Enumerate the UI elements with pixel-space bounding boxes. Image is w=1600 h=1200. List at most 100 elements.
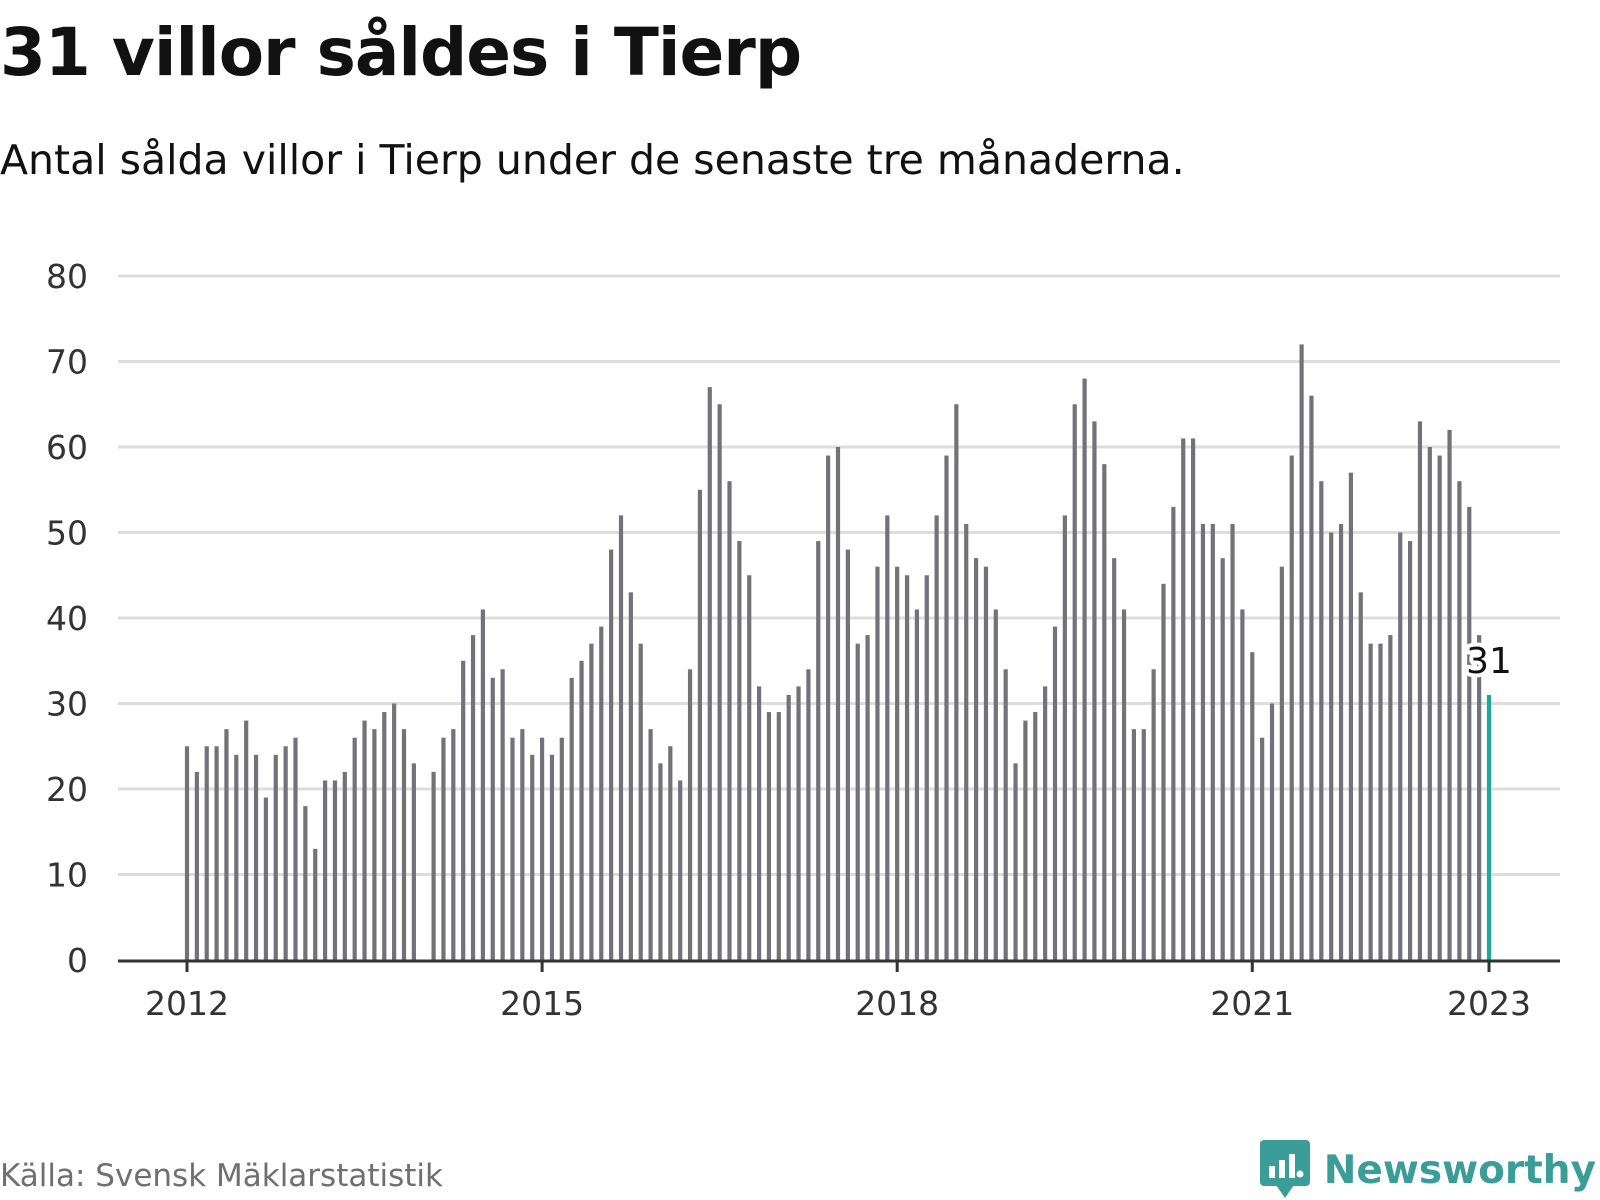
bar [954,404,959,960]
bar [983,566,989,960]
bar [904,575,910,960]
bar [1043,686,1048,960]
bar [1003,669,1008,960]
bar [678,780,683,960]
bar [1329,532,1334,960]
bar [875,566,880,960]
bar [362,720,367,960]
bar [806,669,811,960]
y-tick-label: 70 [46,343,88,382]
bar [194,771,199,960]
bar [401,729,407,960]
bar [500,669,505,960]
bar [1358,592,1363,960]
bar [332,780,338,960]
bar [944,455,949,960]
bar [1220,558,1225,960]
bar [1200,523,1206,960]
bar [609,549,614,960]
bar [451,729,456,960]
bar [224,729,229,960]
bar [352,737,357,960]
bar [1151,669,1156,960]
y-tick-label: 40 [46,599,88,638]
bar [1378,643,1383,960]
bar [470,635,476,960]
x-tick-label: 2018 [855,984,939,1023]
bar [1338,523,1344,960]
bar [628,592,633,960]
bar [1289,455,1294,960]
bar [559,737,564,960]
bar [1062,515,1067,960]
bar [1437,455,1442,960]
bar [530,754,535,960]
bar [263,797,269,960]
bar [234,754,239,960]
bar [993,609,998,960]
bar [1181,438,1186,960]
bar [1309,395,1314,960]
bar [539,737,545,960]
bar [589,643,594,960]
x-tick-label: 2015 [500,984,584,1023]
bar [924,575,929,960]
x-tick-label: 2012 [145,984,229,1023]
bar [214,746,219,960]
source-note: Källa: Svensk Mäklarstatistik [0,1158,443,1194]
bar [1171,506,1176,960]
bar [579,660,584,960]
bar [835,447,841,960]
brand-name: Newsworthy [1323,1147,1596,1193]
bar [1250,652,1255,960]
bar [747,575,752,960]
bar [1407,541,1413,960]
bar [313,848,318,960]
chart-subtitle: Antal sålda villor i Tierp under de sena… [0,136,1185,184]
highlight-value-label: 31 [1466,641,1512,682]
bar [392,703,397,960]
bar [1121,609,1127,960]
bar [480,609,486,960]
bar [816,541,821,960]
y-tick-label: 10 [46,856,88,895]
bar [776,712,781,960]
bar [490,677,495,960]
bar [1092,421,1097,961]
annotations: 31 [1462,637,1516,686]
bar [964,523,969,960]
bar [253,754,259,960]
bar [1457,481,1462,960]
x-axis-ticks: 2012 2015 2018 2021 2023 [145,960,1531,1023]
bar [668,746,673,960]
bar [1427,447,1432,960]
bar [382,712,387,960]
bar [293,737,298,960]
chart-title: 31 villor såldes i Tierp [0,14,802,91]
bar [520,729,525,960]
bar [342,771,347,960]
bars [184,344,1492,961]
bar-chart: 0 10 20 30 40 50 60 70 80 2012 2015 2018 2021 2023 3… [46,257,1560,1023]
bar [826,455,831,960]
bar [1052,626,1058,960]
bar [549,754,555,960]
brand-logo-group[interactable]: Newsworthy [1259,1140,1596,1200]
bar [1319,481,1324,960]
bar [865,635,870,960]
bar [885,515,890,960]
bar [855,643,860,960]
bar [1447,429,1452,960]
bar [1102,464,1107,960]
bar [914,609,920,960]
bar [845,549,850,960]
bar [411,763,416,960]
bar [1269,703,1275,960]
bar [461,660,466,960]
bar [1190,438,1196,960]
bar [244,720,249,960]
bar [204,746,209,960]
bar [1398,532,1403,960]
bar [687,669,693,960]
bar [658,763,663,960]
